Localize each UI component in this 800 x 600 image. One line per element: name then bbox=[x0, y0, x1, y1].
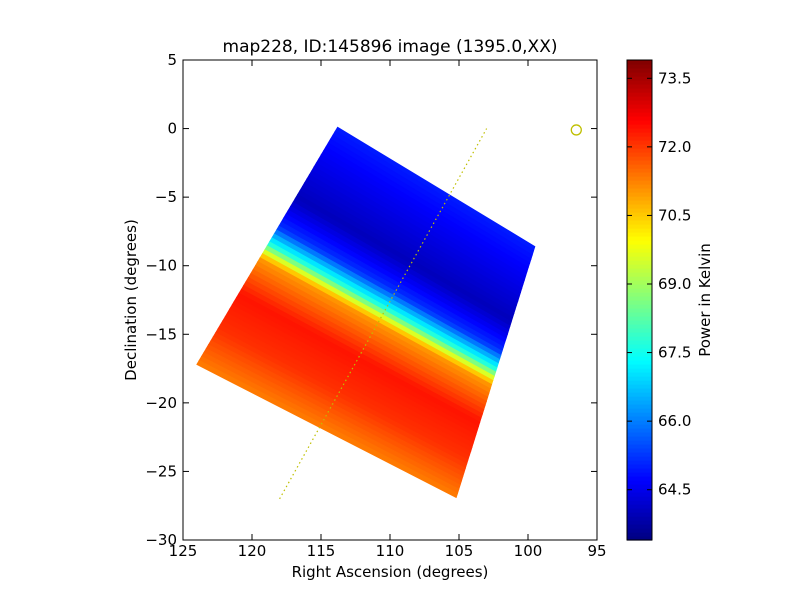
x-tick-label: 125 bbox=[169, 542, 198, 560]
circle-marker bbox=[570, 124, 582, 136]
y-axis-label: Declination (degrees) bbox=[122, 219, 140, 381]
colorbar-tick-label: 67.5 bbox=[658, 344, 691, 362]
colorbar-tick-label: 72.0 bbox=[658, 138, 691, 156]
y-tick-label: −20 bbox=[145, 394, 177, 412]
y-tick-label: 5 bbox=[167, 51, 177, 69]
dotted-scan-line bbox=[279, 128, 488, 500]
y-tick-label: −10 bbox=[145, 257, 177, 275]
x-tick-label: 95 bbox=[587, 542, 606, 560]
colorbar-frame bbox=[626, 59, 653, 541]
y-axis: 5 0 −5 −10 −15 −20 −25 −30 bbox=[145, 51, 597, 549]
colorbar-tick-label: 64.5 bbox=[658, 481, 691, 499]
colorbar-tick-label: 69.0 bbox=[658, 275, 691, 293]
heatmap-band bbox=[196, 359, 459, 499]
y-tick-label: −30 bbox=[145, 531, 177, 549]
colorbar-tick-label: 66.0 bbox=[658, 412, 691, 430]
heatmap-layer bbox=[196, 126, 536, 499]
colorbar-label: Power in Kelvin bbox=[696, 243, 714, 357]
overlay-layer bbox=[279, 124, 582, 500]
x-tick-label: 100 bbox=[514, 542, 543, 560]
colorbar-tick-label: 70.5 bbox=[658, 206, 691, 224]
colorbar-ticks: 64.5 66.0 67.5 69.0 70.5 72.0 73.5 bbox=[627, 69, 691, 499]
x-axis: 125 120 115 110 105 100 95 bbox=[169, 60, 607, 560]
x-tick-label: 120 bbox=[238, 542, 267, 560]
colorbar-gradient bbox=[627, 60, 652, 541]
x-axis-label: Right Ascension (degrees) bbox=[292, 563, 489, 581]
y-tick-label: −5 bbox=[155, 188, 177, 206]
chart-title: map228, ID:145896 image (1395.0,XX) bbox=[223, 37, 558, 57]
y-tick-label: −15 bbox=[145, 325, 177, 343]
x-tick-label: 105 bbox=[445, 542, 474, 560]
y-tick-label: −25 bbox=[145, 462, 177, 480]
colorbar: 64.5 66.0 67.5 69.0 70.5 72.0 73.5 Power in Ke… bbox=[626, 59, 714, 541]
colorbar-tick-label: 73.5 bbox=[658, 69, 691, 87]
x-tick-label: 110 bbox=[376, 542, 405, 560]
y-tick-label: 0 bbox=[167, 120, 177, 138]
x-tick-label: 115 bbox=[307, 542, 336, 560]
